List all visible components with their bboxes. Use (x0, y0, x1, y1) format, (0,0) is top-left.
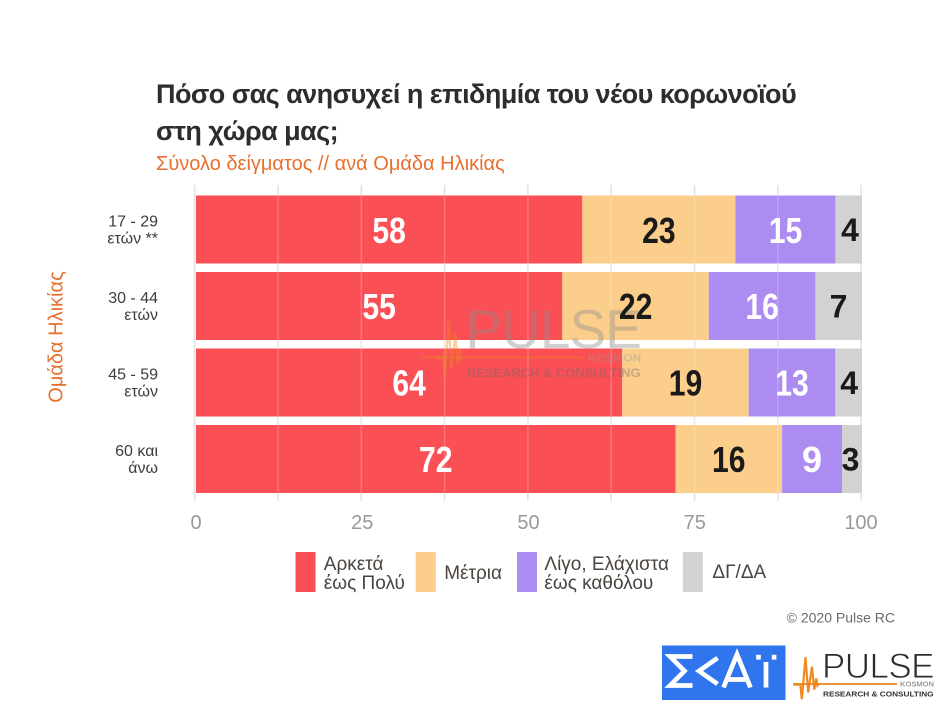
svg-text:Λίγο, Ελάχιστα: Λίγο, Ελάχιστα (544, 554, 669, 575)
svg-text:72: 72 (419, 439, 453, 480)
svg-text:Πόσο σας ανησυχεί η επιδημία τ: Πόσο σας ανησυχεί η επιδημία του νέου κο… (156, 79, 796, 109)
svg-text:PULSE: PULSE (465, 298, 642, 360)
svg-text:ετών **: ετών ** (107, 231, 158, 248)
svg-text:© 2020 Pulse RC: © 2020 Pulse RC (787, 610, 895, 626)
svg-text:PULSE: PULSE (822, 647, 935, 686)
svg-text:Ομάδα Ηλικίας: Ομάδα Ηλικίας (46, 271, 68, 403)
svg-text:έως καθόλου: έως καθόλου (544, 573, 653, 594)
svg-text:4: 4 (840, 365, 858, 401)
svg-text:ετών: ετών (124, 307, 158, 324)
svg-text:30 - 44: 30 - 44 (108, 290, 158, 307)
svg-text:RESEARCH & CONSULTING: RESEARCH & CONSULTING (467, 367, 641, 380)
svg-text:64: 64 (392, 362, 426, 403)
svg-text:7: 7 (830, 289, 848, 325)
svg-text:23: 23 (642, 210, 676, 251)
svg-text:KOSMON: KOSMON (588, 352, 641, 364)
svg-text:15: 15 (769, 210, 803, 251)
svg-text:ΔΓ/ΔΑ: ΔΓ/ΔΑ (712, 562, 766, 583)
svg-text:RESEARCH & CONSULTING: RESEARCH & CONSULTING (823, 690, 934, 699)
svg-text:9: 9 (802, 439, 822, 480)
svg-text:22: 22 (619, 286, 653, 327)
svg-text:KOSMON: KOSMON (900, 682, 934, 689)
svg-text:60 και: 60 και (115, 443, 158, 460)
svg-text:25: 25 (351, 512, 373, 534)
svg-text:4: 4 (841, 212, 859, 248)
svg-text:45 - 59: 45 - 59 (108, 367, 158, 384)
svg-text:13: 13 (775, 362, 809, 403)
svg-text:ετών: ετών (124, 384, 158, 401)
svg-text:άνω: άνω (128, 460, 158, 477)
svg-text:58: 58 (372, 210, 406, 251)
svg-text:16: 16 (745, 286, 779, 327)
svg-text:75: 75 (684, 512, 706, 534)
svg-text:3: 3 (842, 442, 860, 478)
svg-text:100: 100 (844, 512, 877, 534)
svg-text:50: 50 (517, 512, 539, 534)
svg-text:17 - 29: 17 - 29 (108, 214, 158, 231)
svg-text:έως Πολύ: έως Πολύ (324, 573, 405, 594)
svg-text:Αρκετά: Αρκετά (324, 554, 384, 575)
svg-text:0: 0 (190, 512, 201, 534)
svg-text:16: 16 (712, 439, 746, 480)
svg-text:στη χώρα μας;: στη χώρα μας; (156, 116, 338, 146)
svg-text:Σύνολο δείγματος // ανά Ομάδα: Σύνολο δείγματος // ανά Ομάδα Ηλικίας (156, 153, 505, 175)
svg-text:55: 55 (362, 286, 396, 327)
svg-text:19: 19 (669, 362, 703, 403)
svg-text:Μέτρια: Μέτρια (444, 563, 502, 584)
